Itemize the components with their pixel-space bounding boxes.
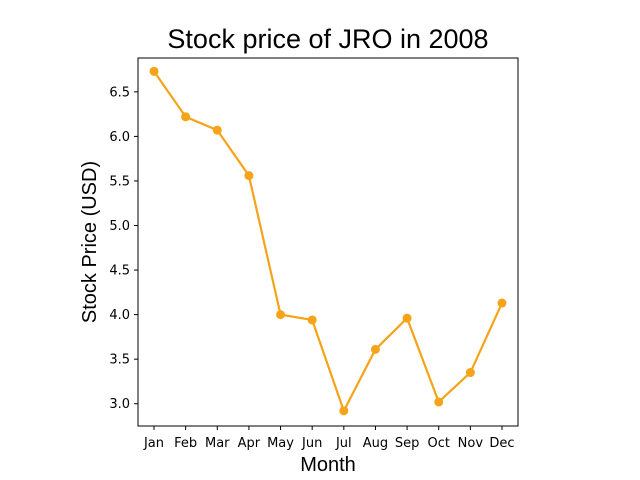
plot-area bbox=[137, 57, 519, 427]
x-tick-label: Oct bbox=[427, 436, 449, 451]
x-axis: Jan Feb Mar Apr May Jun Jul Aug Sep Oct Nov Dec bbox=[143, 426, 515, 451]
data-point bbox=[244, 171, 254, 181]
y-axis: 3.0 3.5 4.0 4.5 5.0 5.5 6.0 6.5 bbox=[109, 85, 138, 412]
x-tick-label: Nov bbox=[458, 436, 484, 451]
y-tick-label: 4.5 bbox=[109, 264, 130, 279]
y-tick-label: 5.5 bbox=[109, 174, 130, 189]
x-tick-label: Aug bbox=[363, 436, 388, 451]
x-tick-label: Jun bbox=[301, 436, 322, 451]
data-point bbox=[149, 66, 159, 76]
x-tick-label: May bbox=[267, 436, 294, 451]
y-axis-label: Stock Price (USD) bbox=[79, 161, 101, 323]
data-point bbox=[307, 315, 317, 325]
data-point bbox=[276, 310, 286, 320]
data-point bbox=[402, 313, 412, 323]
data-point bbox=[465, 368, 475, 378]
data-point bbox=[212, 125, 222, 135]
x-tick-label: Apr bbox=[238, 436, 261, 451]
y-tick-label: 3.5 bbox=[109, 353, 130, 368]
y-tick-label: 5.0 bbox=[109, 219, 130, 234]
chart-title: Stock price of JRO in 2008 bbox=[167, 24, 488, 54]
y-tick-label: 3.0 bbox=[109, 397, 130, 412]
y-tick-label: 6.5 bbox=[109, 85, 130, 100]
x-tick-label: Feb bbox=[174, 436, 197, 451]
y-tick-label: 4.0 bbox=[109, 308, 130, 323]
data-point bbox=[181, 112, 191, 122]
data-point bbox=[370, 344, 380, 354]
x-axis-label: Month bbox=[300, 454, 356, 476]
data-point bbox=[497, 298, 507, 308]
series-line bbox=[153, 70, 504, 412]
x-tick-label: Jan bbox=[143, 436, 164, 451]
x-tick-label: Mar bbox=[205, 436, 230, 451]
series-layer bbox=[149, 66, 507, 416]
x-tick-label: Jul bbox=[335, 436, 352, 451]
y-tick-label: 6.0 bbox=[109, 130, 130, 145]
x-tick-label: Sep bbox=[395, 436, 420, 451]
x-tick-label: Dec bbox=[489, 436, 514, 451]
data-point bbox=[339, 406, 349, 416]
data-point bbox=[434, 397, 444, 407]
